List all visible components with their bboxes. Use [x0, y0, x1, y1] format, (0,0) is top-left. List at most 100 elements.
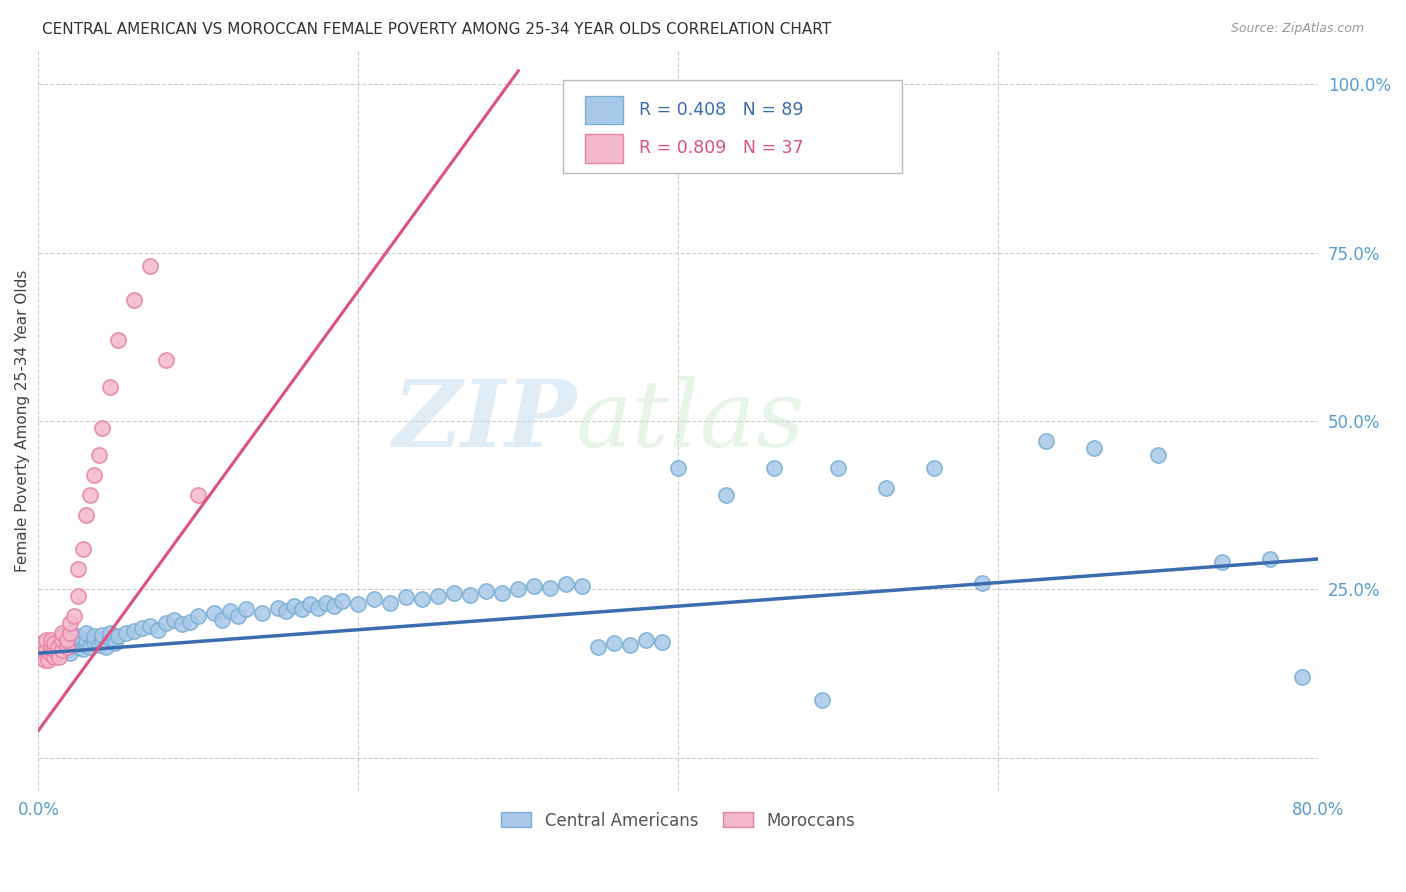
- Point: [72, 641, 94, 656]
- Bar: [585, 135, 623, 162]
- Point: [32, 646, 55, 660]
- Point: [172, 617, 194, 632]
- Point: [363, 592, 385, 607]
- Point: [972, 575, 994, 590]
- Point: [315, 596, 337, 610]
- Point: [1147, 448, 1170, 462]
- Point: [1035, 434, 1057, 449]
- Point: [323, 599, 346, 614]
- Point: [811, 693, 834, 707]
- Point: [51, 640, 73, 654]
- Point: [827, 461, 849, 475]
- Point: [48, 649, 70, 664]
- Point: [89, 638, 111, 652]
- Point: [491, 585, 513, 599]
- Point: [91, 628, 114, 642]
- Bar: [585, 95, 623, 124]
- Point: [51, 626, 73, 640]
- Point: [59, 626, 82, 640]
- Point: [34, 653, 56, 667]
- Point: [291, 602, 314, 616]
- Point: [538, 581, 561, 595]
- Point: [124, 624, 146, 638]
- Point: [51, 643, 73, 657]
- Y-axis label: Female Poverty Among 25-34 Year Olds: Female Poverty Among 25-34 Year Olds: [15, 269, 30, 572]
- Point: [38, 646, 60, 660]
- Point: [79, 488, 101, 502]
- Point: [107, 333, 129, 347]
- Point: [62, 638, 84, 652]
- Point: [603, 636, 626, 650]
- Point: [1258, 552, 1281, 566]
- Point: [37, 653, 59, 667]
- Point: [411, 592, 433, 607]
- Point: [443, 585, 465, 599]
- Point: [59, 615, 82, 630]
- Point: [187, 488, 209, 502]
- Point: [56, 643, 79, 657]
- Point: [202, 606, 225, 620]
- Point: [35, 643, 58, 657]
- Point: [75, 626, 97, 640]
- Point: [44, 643, 66, 657]
- Point: [330, 594, 353, 608]
- Point: [39, 640, 62, 654]
- Point: [307, 601, 329, 615]
- Point: [44, 636, 66, 650]
- Text: atlas: atlas: [576, 376, 806, 466]
- Legend: Central Americans, Moroccans: Central Americans, Moroccans: [495, 805, 862, 837]
- Point: [124, 293, 146, 307]
- Text: Source: ZipAtlas.com: Source: ZipAtlas.com: [1230, 22, 1364, 36]
- Point: [427, 589, 450, 603]
- Point: [636, 632, 658, 647]
- Point: [1211, 555, 1233, 569]
- Point: [67, 629, 90, 643]
- Point: [1291, 670, 1313, 684]
- Point: [75, 632, 97, 647]
- Point: [94, 640, 117, 654]
- Point: [619, 638, 641, 652]
- Point: [131, 621, 153, 635]
- Point: [67, 589, 90, 603]
- Point: [155, 615, 177, 630]
- Point: [139, 619, 162, 633]
- Point: [67, 562, 90, 576]
- Point: [763, 461, 786, 475]
- Point: [59, 646, 82, 660]
- Point: [51, 632, 73, 647]
- Point: [508, 582, 530, 597]
- Point: [46, 640, 69, 654]
- Point: [67, 640, 90, 654]
- Point: [89, 448, 111, 462]
- Text: R = 0.408   N = 89: R = 0.408 N = 89: [638, 101, 803, 119]
- Point: [395, 591, 418, 605]
- Point: [276, 604, 298, 618]
- Point: [44, 643, 66, 657]
- Point: [187, 609, 209, 624]
- Text: CENTRAL AMERICAN VS MOROCCAN FEMALE POVERTY AMONG 25-34 YEAR OLDS CORRELATION CH: CENTRAL AMERICAN VS MOROCCAN FEMALE POVE…: [42, 22, 831, 37]
- Point: [91, 632, 114, 647]
- Point: [39, 632, 62, 647]
- Text: R = 0.809   N = 37: R = 0.809 N = 37: [638, 139, 803, 158]
- Point: [460, 588, 482, 602]
- Point: [72, 541, 94, 556]
- Point: [523, 579, 546, 593]
- Point: [299, 597, 322, 611]
- Point: [651, 635, 673, 649]
- Point: [115, 626, 138, 640]
- Point: [75, 638, 97, 652]
- Point: [875, 481, 897, 495]
- Point: [79, 640, 101, 654]
- Point: [235, 602, 257, 616]
- Point: [347, 597, 370, 611]
- Point: [35, 632, 58, 647]
- Point: [98, 626, 121, 640]
- Point: [39, 646, 62, 660]
- Point: [924, 461, 946, 475]
- Point: [252, 606, 274, 620]
- Point: [716, 488, 738, 502]
- Point: [155, 353, 177, 368]
- Point: [56, 632, 79, 647]
- Point: [666, 461, 689, 475]
- Point: [267, 601, 290, 615]
